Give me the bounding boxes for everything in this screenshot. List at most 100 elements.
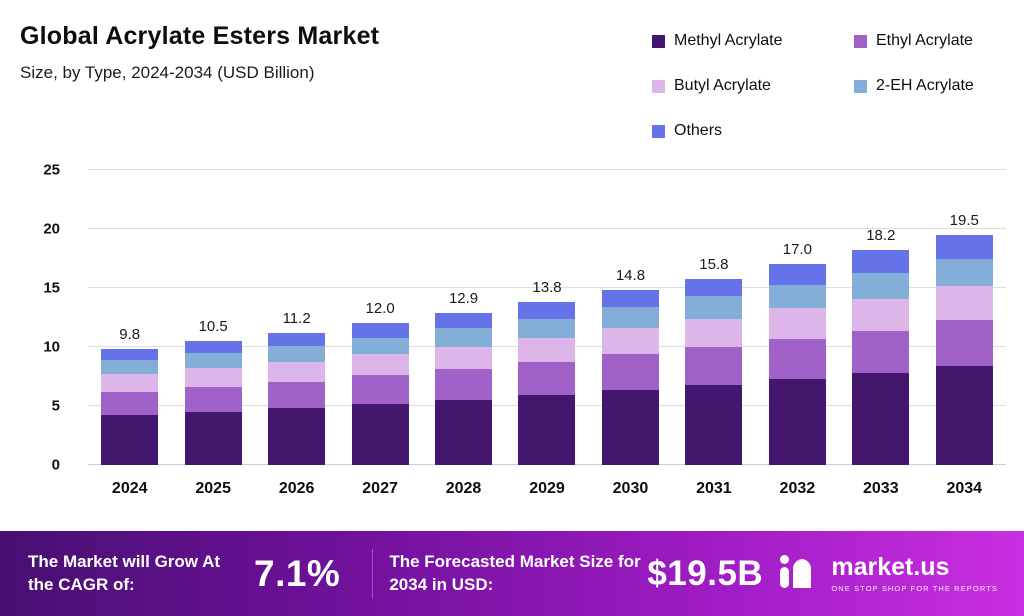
legend-swatch — [854, 79, 867, 93]
bar-segment — [601, 290, 659, 307]
gridline — [88, 228, 1006, 229]
bar-segment — [768, 338, 826, 379]
y-tick-label: 10 — [43, 338, 60, 356]
bar-total-label: 14.8 — [615, 267, 646, 285]
bar-segment — [601, 328, 659, 355]
legend-swatch — [652, 79, 665, 93]
legend-label: Others — [674, 122, 723, 139]
bar-segment — [435, 312, 493, 329]
x-tick-label: 2031 — [696, 480, 732, 497]
legend-item: Butyl Acrylate — [652, 77, 852, 95]
chart-subtitle: Size, by Type, 2024-2034 (USD Billion) — [20, 63, 315, 82]
x-tick-label: 2029 — [529, 480, 565, 497]
stacked-bar — [435, 312, 493, 465]
bar-segment — [435, 369, 493, 401]
marketus-logo-icon — [779, 554, 821, 593]
page-title: Global Acrylate Esters Market — [20, 22, 380, 50]
bar-segment — [601, 306, 659, 329]
bar-segment — [935, 285, 993, 320]
bar-group: 14.8 — [589, 170, 672, 465]
stacked-bar — [601, 290, 659, 465]
brand: market.us ONE STOP SHOP FOR THE REPORTS — [779, 554, 998, 593]
bar-segment — [268, 408, 326, 465]
bar-total-label: 17.0 — [782, 241, 812, 259]
bar-segment — [435, 347, 493, 370]
chart-header: Global Acrylate Esters Market Size, by T… — [20, 22, 379, 83]
legend-label: Butyl Acrylate — [674, 77, 771, 94]
bar-segment — [518, 395, 576, 465]
brand-tagline: ONE STOP SHOP FOR THE REPORTS — [831, 583, 998, 593]
x-tick-label: 2025 — [195, 480, 231, 497]
bar-segment — [101, 360, 159, 375]
forecast-value: $19.5B — [647, 553, 764, 593]
cagr-label: The Market will Grow At the CAGR of: — [28, 552, 221, 594]
y-tick-label: 15 — [43, 279, 60, 297]
stacked-bar — [268, 332, 326, 465]
bar-segment — [768, 378, 826, 465]
bar-segment — [351, 403, 409, 465]
legend-item: 2-EH Acrylate — [854, 77, 1008, 95]
gridline — [88, 287, 1006, 288]
bar-total-label: 9.8 — [119, 326, 141, 344]
bar-segment — [435, 328, 493, 348]
footer-banner: The Market will Grow At the CAGR of: 7.1… — [0, 531, 1024, 616]
bar-segment — [852, 272, 910, 299]
stacked-bar — [768, 264, 826, 465]
x-tick-label: 2026 — [278, 480, 315, 497]
y-axis-labels: 0 5 10 15 20 25 — [14, 162, 62, 474]
stacked-bar — [518, 302, 576, 465]
legend-item: Ethyl Acrylate — [854, 32, 1008, 50]
x-axis-labels: 2024 2025 2026 2027 2028 2029 2030 2031 2032 2033… — [88, 480, 1006, 498]
bar-segment — [685, 384, 743, 465]
bar-segment — [101, 349, 159, 361]
brand-name: market.us — [831, 552, 950, 581]
x-tick-label: 2032 — [779, 480, 816, 497]
bar-segment — [268, 345, 326, 363]
bar-group: 10.5 — [171, 170, 254, 465]
stacked-bar — [184, 341, 242, 465]
bar-group: 18.2 — [839, 170, 922, 465]
legend-swatch — [854, 34, 867, 48]
bar-group: 19.5 — [923, 170, 1006, 465]
legend: Methyl Acrylate Ethyl Acrylate Butyl Acryl… — [652, 32, 1008, 140]
bar-segment — [601, 389, 659, 465]
bar-segment — [351, 337, 409, 355]
legend-swatch — [652, 34, 665, 48]
bar-segment — [184, 387, 242, 412]
bar-total-label: 13.8 — [532, 279, 562, 297]
bar-segment — [685, 278, 743, 297]
bar-segment — [768, 308, 826, 339]
bar-segment — [852, 330, 910, 373]
bar-group: 12.9 — [422, 170, 505, 465]
x-tick-label: 2030 — [612, 480, 649, 497]
stacked-bar — [935, 234, 993, 465]
bar-group: 9.8 — [88, 170, 171, 465]
x-tick-label: 2033 — [863, 480, 899, 497]
bar-group: 13.8 — [505, 170, 588, 465]
bar-total-label: 10.5 — [198, 318, 228, 336]
bar-group: 11.2 — [255, 170, 338, 465]
y-tick-label: 25 — [43, 161, 60, 179]
bar-segment — [184, 368, 242, 388]
bar-segment — [101, 391, 159, 416]
bar-segment — [351, 323, 409, 338]
bar-total-label: 12.9 — [448, 289, 479, 307]
forecast-label: The Forecasted Market Size for 2034 in U… — [389, 552, 641, 594]
bar-total-label: 11.2 — [282, 309, 311, 327]
legend-item: Methyl Acrylate — [652, 32, 852, 50]
bar-segment — [268, 362, 326, 383]
bar-segment — [184, 411, 242, 465]
legend-swatch — [652, 124, 665, 138]
bars: 9.8 10.5 11.2 12.0 12.9 13.8 14.8 15.8 17.0 18.2 1… — [88, 170, 1006, 465]
bar-segment — [184, 341, 242, 353]
stacked-bar — [351, 323, 409, 465]
stacked-bar — [101, 349, 159, 465]
bar-group: 15.8 — [672, 170, 755, 465]
bar-segment — [268, 382, 326, 409]
y-tick-label: 5 — [51, 397, 60, 415]
footer-divider — [372, 548, 374, 599]
bar-segment — [435, 400, 493, 465]
bar-segment — [685, 347, 743, 385]
brand-text: market.us ONE STOP SHOP FOR THE REPORTS — [831, 552, 998, 593]
bar-segment — [852, 250, 910, 273]
